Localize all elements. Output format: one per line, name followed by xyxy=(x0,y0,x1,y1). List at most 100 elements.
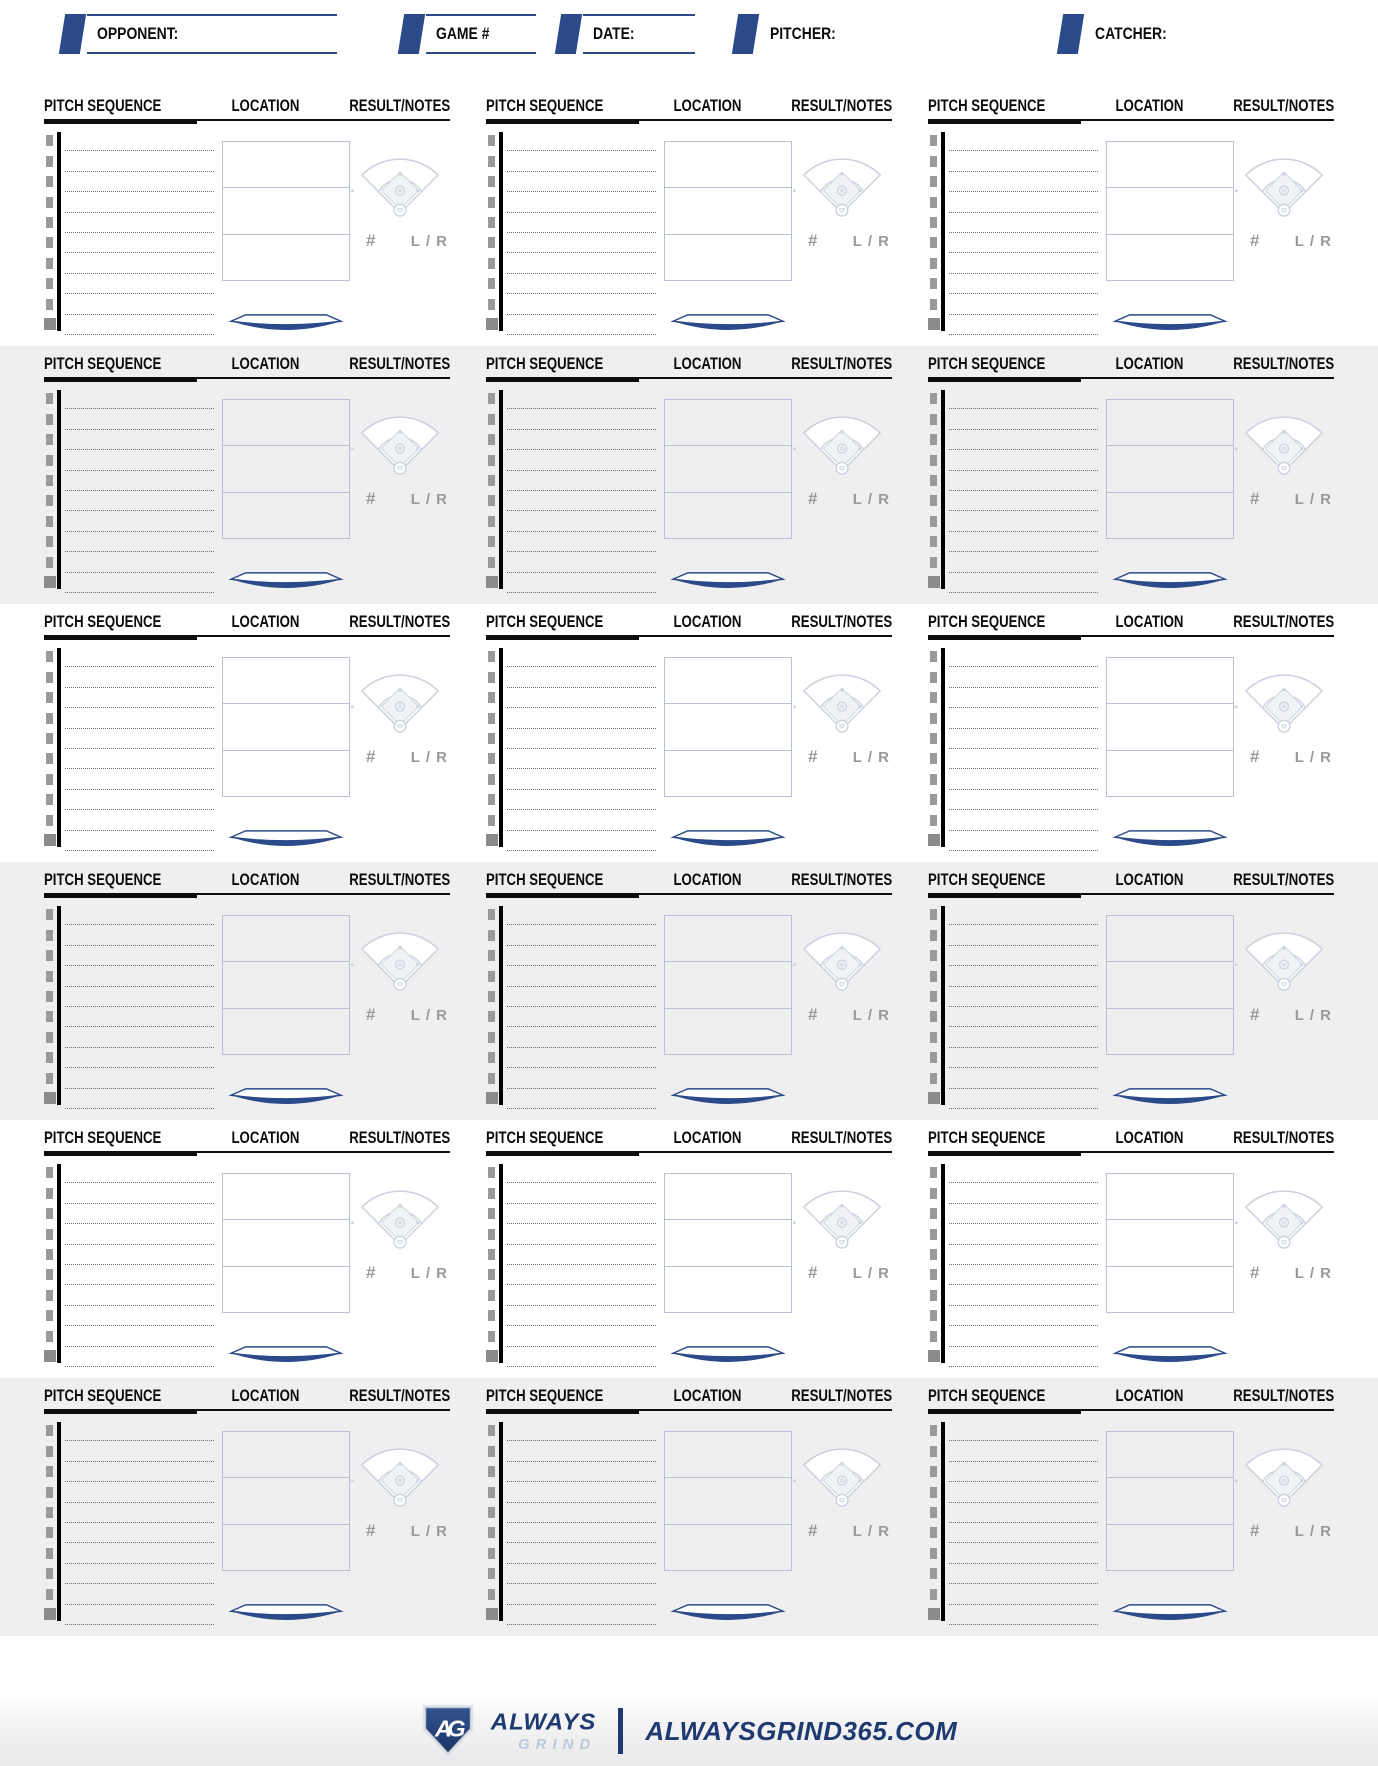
pitch-line[interactable] xyxy=(930,749,1098,770)
jersey-number-field[interactable]: # xyxy=(1250,231,1260,250)
pitch-line[interactable] xyxy=(930,1265,1098,1286)
pitch-line[interactable] xyxy=(46,1482,214,1503)
strike-zone-cell[interactable] xyxy=(223,1174,349,1221)
pitch-line[interactable] xyxy=(930,1523,1098,1544)
pitch-line[interactable] xyxy=(930,511,1098,532)
pitch-line[interactable] xyxy=(46,667,214,688)
pitch-line[interactable] xyxy=(488,274,656,295)
pitch-line[interactable] xyxy=(928,573,1098,593)
strike-zone-cell[interactable] xyxy=(665,704,791,751)
pitch-line[interactable] xyxy=(930,1204,1098,1225)
pitch-line[interactable] xyxy=(488,966,656,987)
field-diagram-icon[interactable] xyxy=(1234,647,1334,735)
pitch-line[interactable] xyxy=(46,1068,214,1089)
strike-zone-cell[interactable] xyxy=(665,751,791,796)
pitch-line[interactable] xyxy=(488,708,656,729)
pitch-line[interactable] xyxy=(488,1441,656,1462)
strike-zone-cell[interactable] xyxy=(1107,1174,1233,1221)
strike-zone-cell[interactable] xyxy=(665,235,791,280)
pitch-line[interactable] xyxy=(930,172,1098,193)
strike-zone-cell[interactable] xyxy=(223,493,349,538)
strike-zone[interactable] xyxy=(664,141,792,281)
handedness-toggle[interactable]: L / R xyxy=(852,490,890,508)
pitch-line[interactable] xyxy=(46,192,214,213)
pitch-line[interactable] xyxy=(488,450,656,471)
strike-zone-cell[interactable] xyxy=(1107,962,1233,1009)
strike-zone-cell[interactable] xyxy=(665,1174,791,1221)
pitch-line[interactable] xyxy=(488,192,656,213)
pitch-line[interactable] xyxy=(930,688,1098,709)
pitch-line[interactable] xyxy=(488,790,656,811)
handedness-toggle[interactable]: L / R xyxy=(410,1264,448,1282)
pitch-line[interactable] xyxy=(46,1163,214,1184)
pitch-line[interactable] xyxy=(930,1503,1098,1523)
pitch-line[interactable] xyxy=(930,430,1098,451)
field-diagram-icon[interactable] xyxy=(792,1421,892,1509)
handedness-toggle[interactable]: L / R xyxy=(852,232,890,250)
pitch-line[interactable] xyxy=(46,1441,214,1462)
strike-zone-cell[interactable] xyxy=(665,916,791,963)
pitch-line[interactable] xyxy=(488,1306,656,1327)
strike-zone-cell[interactable] xyxy=(223,142,349,189)
pitch-line[interactable] xyxy=(930,253,1098,274)
field-diagram-icon[interactable] xyxy=(1234,905,1334,993)
pitch-line[interactable] xyxy=(930,213,1098,233)
game-number-input-line[interactable]: GAME # xyxy=(426,14,536,54)
pitch-line[interactable] xyxy=(930,389,1098,410)
pitch-line[interactable] xyxy=(46,1007,214,1028)
pitch-line[interactable] xyxy=(46,1224,214,1245)
jersey-number-field[interactable]: # xyxy=(1250,1005,1260,1024)
jersey-number-field[interactable]: # xyxy=(808,489,818,508)
pitch-line[interactable] xyxy=(46,769,214,790)
pitch-line[interactable] xyxy=(930,1584,1098,1605)
pitch-line[interactable] xyxy=(488,430,656,451)
pitch-line[interactable] xyxy=(930,1326,1098,1347)
strike-zone-cell[interactable] xyxy=(1107,493,1233,538)
pitch-line[interactable] xyxy=(46,925,214,946)
handedness-toggle[interactable]: L / R xyxy=(852,748,890,766)
handedness-toggle[interactable]: L / R xyxy=(852,1264,890,1282)
strike-zone-cell[interactable] xyxy=(1107,142,1233,189)
strike-zone-cell[interactable] xyxy=(1107,400,1233,447)
pitch-line[interactable] xyxy=(44,1089,214,1109)
jersey-number-field[interactable]: # xyxy=(808,231,818,250)
pitch-line[interactable] xyxy=(930,131,1098,152)
pitch-line[interactable] xyxy=(46,409,214,430)
pitch-line[interactable] xyxy=(488,1068,656,1089)
pitch-line[interactable] xyxy=(930,1285,1098,1306)
pitch-line[interactable] xyxy=(488,532,656,553)
strike-zone-cell[interactable] xyxy=(665,1220,791,1267)
pitch-line[interactable] xyxy=(44,315,214,335)
pitch-line[interactable] xyxy=(488,1482,656,1503)
pitch-line[interactable] xyxy=(488,925,656,946)
pitch-line[interactable] xyxy=(930,1027,1098,1048)
strike-zone-cell[interactable] xyxy=(1107,446,1233,493)
jersey-number-field[interactable]: # xyxy=(366,231,376,250)
strike-zone-cell[interactable] xyxy=(665,658,791,705)
pitch-line[interactable] xyxy=(46,1027,214,1048)
pitch-line[interactable] xyxy=(488,749,656,770)
pitch-line[interactable] xyxy=(930,1543,1098,1564)
field-diagram-icon[interactable] xyxy=(792,389,892,477)
pitcher-input-area[interactable]: PITCHER: xyxy=(760,14,860,54)
pitch-line[interactable] xyxy=(488,1224,656,1245)
pitch-line[interactable] xyxy=(488,1048,656,1069)
jersey-number-field[interactable]: # xyxy=(366,1263,376,1282)
strike-zone-cell[interactable] xyxy=(1107,1478,1233,1525)
pitch-line[interactable] xyxy=(488,769,656,790)
pitch-line[interactable] xyxy=(488,131,656,152)
pitch-line[interactable] xyxy=(930,1068,1098,1089)
pitch-line[interactable] xyxy=(488,1204,656,1225)
pitch-line[interactable] xyxy=(930,790,1098,811)
field-diagram-icon[interactable] xyxy=(350,1163,450,1251)
strike-zone[interactable] xyxy=(1106,1173,1234,1313)
strike-zone-cell[interactable] xyxy=(665,1478,791,1525)
pitch-line[interactable] xyxy=(46,647,214,668)
strike-zone[interactable] xyxy=(664,399,792,539)
pitch-line[interactable] xyxy=(930,810,1098,831)
field-diagram-icon[interactable] xyxy=(1234,131,1334,219)
pitch-line[interactable] xyxy=(488,213,656,233)
strike-zone-cell[interactable] xyxy=(223,446,349,493)
strike-zone-cell[interactable] xyxy=(1107,235,1233,280)
pitch-line[interactable] xyxy=(488,810,656,831)
